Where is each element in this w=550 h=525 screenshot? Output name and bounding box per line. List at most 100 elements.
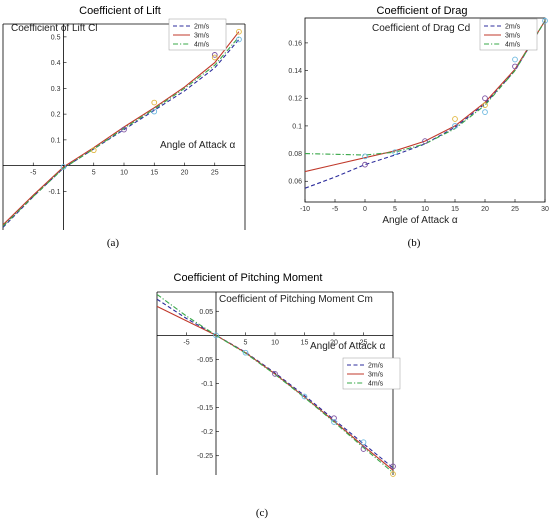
c-data-marker [331, 415, 337, 422]
a-data-marker [211, 54, 218, 61]
drag-xlabel: Angle of Attack α [382, 215, 457, 226]
c-data-marker [272, 371, 278, 377]
a-xtick-label: 5 [92, 170, 96, 177]
b-data-marker [362, 153, 368, 160]
b-data-marker [482, 109, 488, 115]
lift-chart-panel: Coefficient of Lift Coefficient of Lift … [2, 5, 246, 249]
c-ytick-label: -0.25 [197, 453, 213, 460]
b-data-marker [452, 116, 458, 122]
drag-plot-area: -10 -5 0 5 10 15 20 25 30 0.06 0.08 0.1 0.12 0.14 0.16… [288, 17, 549, 213]
b-data-marker [422, 138, 428, 144]
c-data-marker [213, 332, 219, 339]
c-data-marker [331, 419, 337, 425]
c-legend-label: 4m/s [368, 381, 384, 388]
a-legend-label: 2m/s [194, 24, 210, 31]
a-ytick-label: -0.1 [48, 189, 60, 196]
drag-inner-label: Coefficient of Drag Cd [372, 23, 470, 34]
c-series-4ms-line [157, 293, 393, 474]
c-legend: 2m/s 3m/s 4m/s [342, 357, 401, 390]
c-xtick-label: -5 [183, 339, 189, 346]
lift-inner-label: Coefficient of Lift Cl [11, 23, 98, 34]
c-xtick-label: 20 [330, 339, 338, 346]
a-ytick-label: 0.1 [51, 137, 61, 144]
c-series-3ms-line [157, 305, 393, 471]
lift-sublabel: (a) [107, 237, 120, 249]
lift-plot-area: -5 5 10 15 20 25 -0.1 0.1 0.2 0.3 0.4 0.5 2m/s 3m/s 4m… [2, 18, 246, 230]
lift-xlabel: Angle of Attack α [160, 140, 235, 151]
pitching-sublabel: (c) [256, 507, 269, 519]
b-data-marker [542, 17, 548, 24]
b-legend-label: 3m/s [505, 33, 521, 40]
c-series-2ms-line [157, 298, 393, 469]
b-ytick-label: 0.1 [292, 123, 302, 130]
b-series-3ms-line [305, 20, 545, 173]
b-xtick-label: 0 [363, 206, 367, 213]
b-xtick-label: 5 [393, 206, 397, 213]
b-data-marker [512, 56, 518, 63]
pitching-plot-area: -5 5 10 15 20 25 0.05 -0.05 -0.1 -0.15 -0.2 -0.25 2m… [156, 291, 401, 477]
b-xtick-label: 20 [481, 206, 489, 213]
c-ytick-label: -0.05 [197, 357, 213, 364]
c-ytick-label: -0.1 [201, 381, 213, 388]
a-data-marker [236, 36, 242, 43]
a-series-4ms-line [3, 36, 240, 227]
c-xtick-label: 5 [244, 339, 248, 346]
c-xtick-label: 25 [360, 339, 368, 346]
drag-sublabel: (b) [408, 237, 421, 249]
drag-chart-panel: Coefficient of Drag Coefficient of Drag … [288, 5, 549, 249]
c-data-marker [390, 471, 396, 477]
drag-chart-title: Coefficient of Drag [377, 5, 468, 17]
a-xtick-label: 15 [150, 170, 158, 177]
a-ytick-label: 0.3 [51, 86, 61, 93]
b-xtick-label: 25 [511, 206, 519, 213]
b-legend: 2m/s 3m/s 4m/s [479, 18, 538, 51]
b-ytick-label: 0.08 [288, 151, 302, 158]
a-xtick-label: -5 [30, 170, 36, 177]
lift-chart-title: Coefficient of Lift [79, 5, 161, 17]
b-xtick-label: -5 [332, 206, 338, 213]
a-data-marker [236, 28, 242, 35]
pitching-chart-panel: Coefficient of Pitching Moment Coefficie… [156, 272, 401, 519]
b-xtick-label: -10 [300, 206, 310, 213]
c-ytick-label: -0.2 [201, 429, 213, 436]
b-ytick-label: 0.14 [288, 68, 302, 75]
b-legend-label: 2m/s [505, 24, 521, 31]
b-data-marker [392, 149, 398, 156]
b-xtick-label: 15 [451, 206, 459, 213]
pitching-xlabel: Angle of Attack α [310, 341, 385, 352]
c-data-marker [360, 439, 367, 446]
a-legend-label: 4m/s [194, 42, 210, 49]
b-data-marker [512, 63, 518, 70]
b-ytick-label: 0.06 [288, 179, 302, 186]
a-data-marker [151, 108, 158, 115]
c-ytick-label: -0.15 [197, 405, 213, 412]
a-data-marker [90, 147, 97, 154]
b-data-marker [482, 95, 488, 102]
a-xtick-label: 10 [120, 170, 128, 177]
a-data-marker [121, 126, 127, 133]
a-data-marker [151, 99, 158, 106]
c-data-marker [390, 463, 396, 470]
c-ytick-label: 0.05 [199, 309, 213, 316]
a-ytick-label: 0.4 [51, 60, 61, 67]
pitching-chart-title: Coefficient of Pitching Moment [174, 272, 323, 284]
b-ytick-label: 0.16 [288, 40, 302, 47]
c-data-marker [360, 446, 367, 452]
b-data-marker [452, 123, 458, 129]
b-ytick-label: 0.12 [288, 96, 302, 103]
b-xtick-label: 10 [421, 206, 429, 213]
a-xtick-label: 20 [181, 170, 189, 177]
b-xtick-label: 30 [541, 206, 549, 213]
c-xtick-label: 15 [301, 339, 309, 346]
a-series-3ms-line [3, 31, 240, 226]
a-data-marker [60, 164, 67, 170]
b-series-2ms-line [305, 20, 545, 189]
c-data-marker [242, 349, 249, 356]
a-series-2ms-line [3, 39, 240, 228]
a-legend: 2m/s 3m/s 4m/s [168, 18, 227, 51]
a-legend-label: 3m/s [194, 33, 210, 40]
c-legend-label: 2m/s [368, 363, 384, 370]
a-ytick-label: 0.2 [51, 112, 61, 119]
c-xtick-label: 10 [271, 339, 279, 346]
